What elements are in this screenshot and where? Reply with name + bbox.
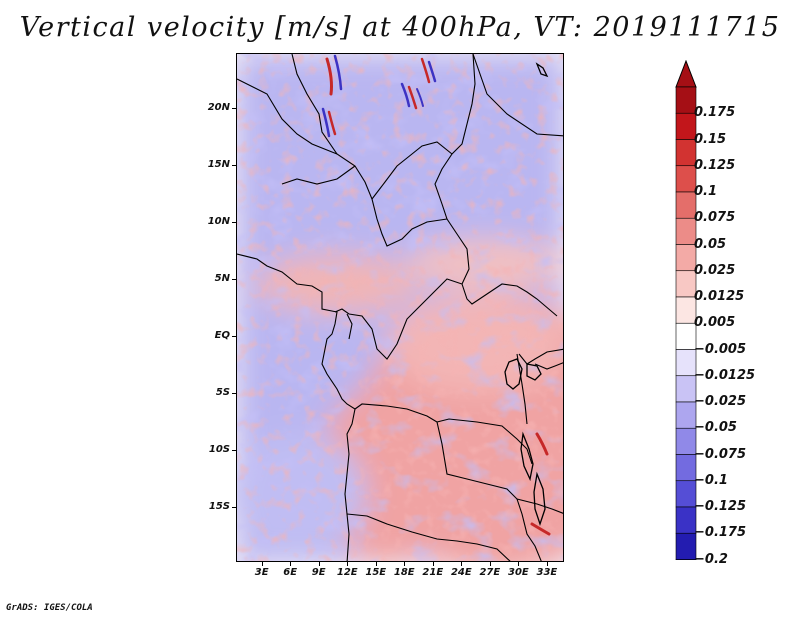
lat-label: 20N <box>207 101 230 113</box>
lon-tick <box>290 562 292 566</box>
colorbar-label: −0.2 <box>694 551 728 567</box>
colorbar-segment <box>675 86 697 114</box>
lon-tick <box>261 562 263 566</box>
lon-tick <box>375 562 377 566</box>
lon-label: 30E <box>507 567 529 578</box>
colorbar-segment <box>675 112 697 140</box>
colorbar-label: 0.1 <box>694 184 718 199</box>
colorbar-label: 0.0125 <box>694 289 745 304</box>
lon-label: 9E <box>311 567 326 578</box>
chart-title: Vertical velocity [m/s] at 400hPa, VT: 2… <box>19 12 781 43</box>
colorbar-segment <box>675 349 697 377</box>
colorbar-segment <box>675 139 697 167</box>
lon-tick <box>489 562 491 566</box>
grads-credit: GrADS: IGES/COLA <box>6 603 93 613</box>
lon-tick <box>347 562 349 566</box>
lat-label: 15N <box>207 158 230 170</box>
colorbar-label: −0.05 <box>694 420 737 436</box>
colorbar-label: 0.075 <box>694 210 736 226</box>
lat-label: 15S <box>208 501 230 513</box>
colorbar-segment <box>675 191 697 219</box>
colorbar-label: 0.175 <box>694 105 736 121</box>
colorbar-segment <box>675 270 697 298</box>
lat-label: 5S <box>215 387 230 399</box>
colorbar-segment <box>675 244 697 272</box>
lat-tick <box>232 393 236 395</box>
lon-label: 12E <box>336 567 358 578</box>
field-texture-rise <box>237 54 563 561</box>
lake-outlines <box>504 62 549 527</box>
colorbar-arrow-top <box>675 60 697 88</box>
colorbar-label: 0.005 <box>694 315 736 331</box>
lat-tick <box>232 164 236 166</box>
colorbar-label: −0.175 <box>694 525 747 541</box>
map-svg <box>237 54 563 561</box>
colorbar-label: 0.15 <box>694 131 727 147</box>
country-borders <box>237 54 563 561</box>
colorbar-segment <box>675 454 697 482</box>
colorbar-label: −0.075 <box>694 446 747 462</box>
lon-label: 6E <box>283 567 298 578</box>
lat-tick <box>232 278 236 280</box>
colorbar-segment <box>675 506 697 534</box>
colorbar-segment <box>675 401 697 429</box>
colorbar-label: −0.125 <box>694 499 747 514</box>
lon-tick <box>518 562 520 566</box>
wave-streaks <box>321 54 551 536</box>
lat-label: 5N <box>214 272 230 284</box>
lon-tick <box>546 562 548 566</box>
lon-tick <box>318 562 320 566</box>
colorbar-segment <box>675 296 697 324</box>
lon-tick <box>404 562 406 566</box>
colorbar-label: −0.005 <box>694 341 747 357</box>
lon-label: 18E <box>393 567 415 578</box>
colorbar-label: −0.0125 <box>694 367 756 383</box>
colorbar-segment <box>675 375 697 403</box>
lat-label: EQ <box>214 330 230 342</box>
lat-tick <box>232 507 236 509</box>
lat-label: 10S <box>208 444 230 456</box>
colorbar <box>675 60 697 560</box>
lon-tick <box>461 562 463 566</box>
lat-tick <box>232 450 236 452</box>
colorbar-label: 0.05 <box>694 236 727 252</box>
lon-label: 24E <box>450 567 472 578</box>
lon-label: 27E <box>479 567 501 578</box>
lat-tick <box>232 107 236 109</box>
colorbar-label: 0.125 <box>694 157 736 173</box>
lat-tick <box>232 336 236 338</box>
colorbar-segment <box>675 322 697 350</box>
colorbar-label: −0.025 <box>694 394 747 409</box>
colorbar-segment <box>675 427 697 455</box>
lon-tick <box>432 562 434 566</box>
colorbar-label: −0.1 <box>694 472 728 488</box>
colorbar-segment <box>675 559 697 560</box>
lat-tick <box>232 221 236 223</box>
colorbar-segment <box>675 532 697 560</box>
lon-label: 15E <box>365 567 387 578</box>
colorbar-segment <box>675 165 697 193</box>
lon-label: 33E <box>536 567 558 578</box>
lon-label: 3E <box>254 567 269 578</box>
colorbar-segment <box>675 217 697 245</box>
lon-label: 21E <box>422 567 444 578</box>
colorbar-segment <box>675 480 697 508</box>
lat-label: 10N <box>207 215 230 227</box>
colorbar-label: 0.025 <box>694 262 736 278</box>
map-panel <box>236 53 564 562</box>
